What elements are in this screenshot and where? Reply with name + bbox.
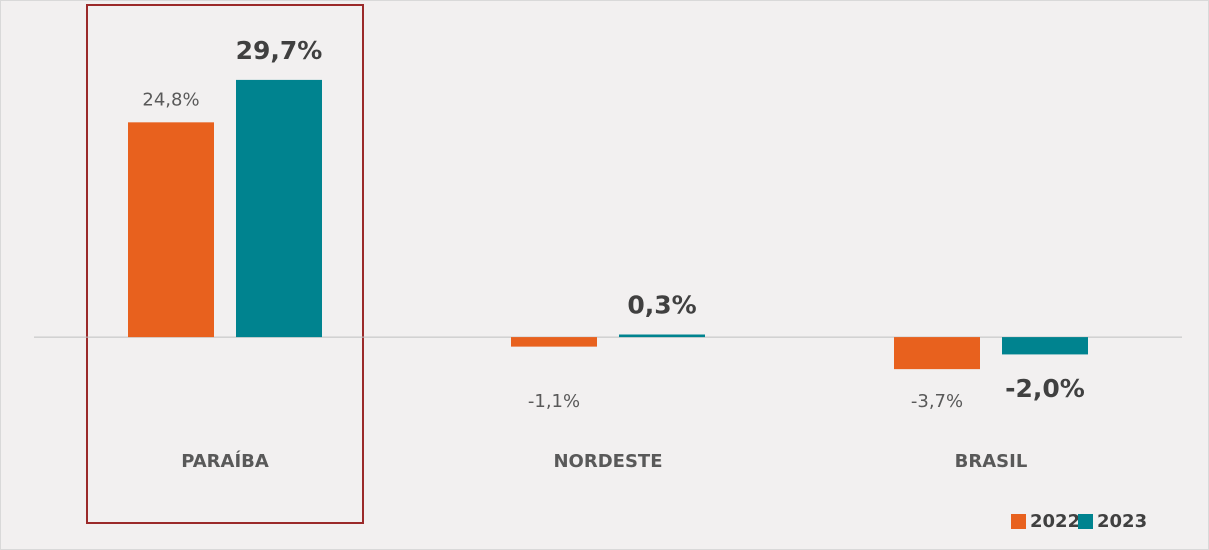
data-label: 0,3% (627, 291, 696, 320)
bar (1002, 337, 1088, 355)
legend-swatch (1011, 514, 1026, 529)
x-tick-label: NORDESTE (553, 451, 662, 472)
highlight-box (86, 4, 364, 524)
data-label: -3,7% (911, 391, 963, 412)
x-tick-label: PARAÍBA (181, 450, 269, 472)
data-label: 24,8% (142, 89, 199, 110)
legend-label: 2023 (1097, 511, 1147, 532)
bar (236, 79, 322, 338)
data-label: -2,0% (1005, 374, 1085, 403)
data-label: -1,1% (528, 391, 580, 412)
bar (619, 334, 705, 338)
legend-label: 2022 (1030, 511, 1080, 532)
bar (894, 337, 980, 370)
x-tick-label: BRASIL (955, 451, 1028, 472)
bar (511, 337, 597, 347)
bar (128, 122, 214, 338)
legend-swatch (1078, 514, 1093, 529)
data-label: 29,7% (236, 36, 323, 65)
